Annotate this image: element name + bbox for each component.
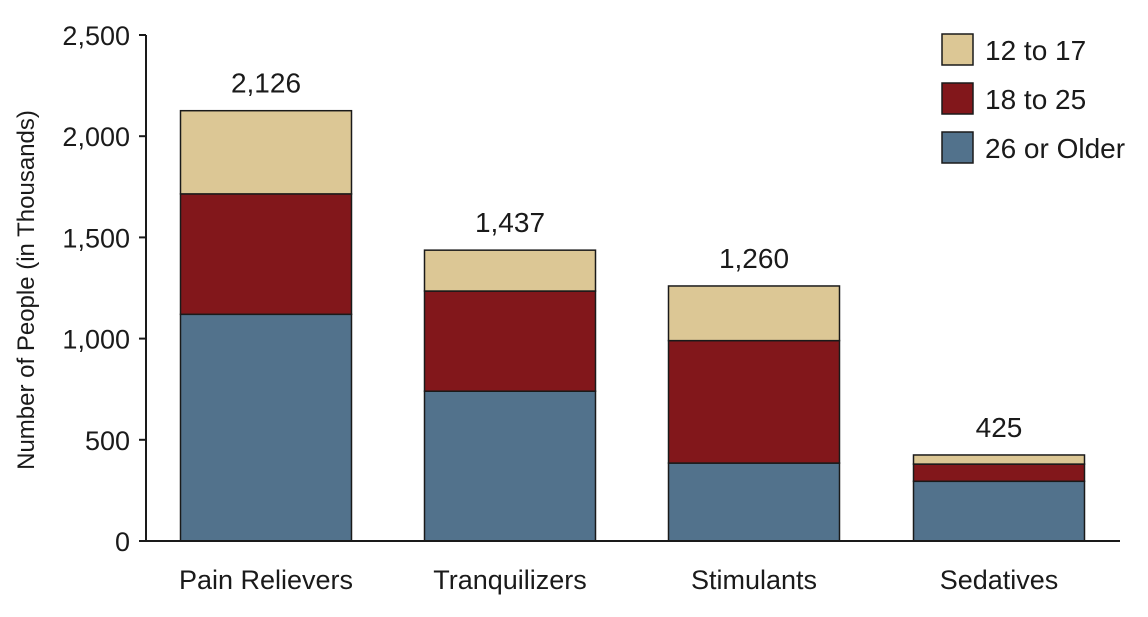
legend-swatch	[941, 33, 974, 66]
bar-segment	[423, 290, 597, 392]
bar-segment	[423, 390, 597, 542]
bar-segment	[423, 249, 597, 292]
legend-swatch	[941, 82, 974, 115]
bar-segment	[179, 313, 353, 542]
x-axis: Pain Relievers Tranquilizers Stimulants Sed…	[146, 540, 1120, 595]
y-tick-label: 2,500	[62, 21, 130, 51]
legend-label: 18 to 25	[985, 84, 1086, 115]
bar-total-label: 1,437	[475, 207, 545, 238]
y-tick-label: 1,500	[62, 223, 130, 253]
y-axis: 0 500 1,000 1,500 2,000 2,500	[62, 21, 147, 557]
x-category-label: Pain Relievers	[179, 565, 353, 595]
x-category-label: Tranquilizers	[433, 565, 587, 595]
x-category-label: Sedatives	[940, 565, 1059, 595]
legend-swatch	[941, 131, 974, 164]
bar-segment	[912, 480, 1086, 542]
x-category-label: Stimulants	[691, 565, 817, 595]
bar-segment	[912, 454, 1086, 465]
bar-segment	[179, 193, 353, 316]
total-labels: 2,126 1,437 1,260 425	[231, 68, 1022, 443]
legend: 12 to 17 18 to 25 26 or Older	[941, 33, 1125, 164]
y-tick-label: 500	[85, 426, 130, 456]
bar-segment	[179, 109, 353, 195]
y-tick-label: 1,000	[62, 325, 130, 355]
bars	[179, 109, 1086, 542]
bar-total-label: 1,260	[719, 243, 789, 274]
legend-label: 26 or Older	[985, 133, 1125, 164]
legend-label: 12 to 17	[985, 35, 1086, 66]
bar-segment	[912, 463, 1086, 483]
y-axis-title: Number of People (in Thousands)	[13, 110, 40, 470]
bar-total-label: 2,126	[231, 68, 301, 99]
bar-segment	[667, 285, 841, 342]
bar-segment	[667, 462, 841, 542]
y-tick-label: 2,000	[62, 122, 130, 152]
bar-segment	[667, 339, 841, 464]
y-tick-label: 0	[115, 527, 130, 557]
bar-total-label: 425	[976, 412, 1023, 443]
